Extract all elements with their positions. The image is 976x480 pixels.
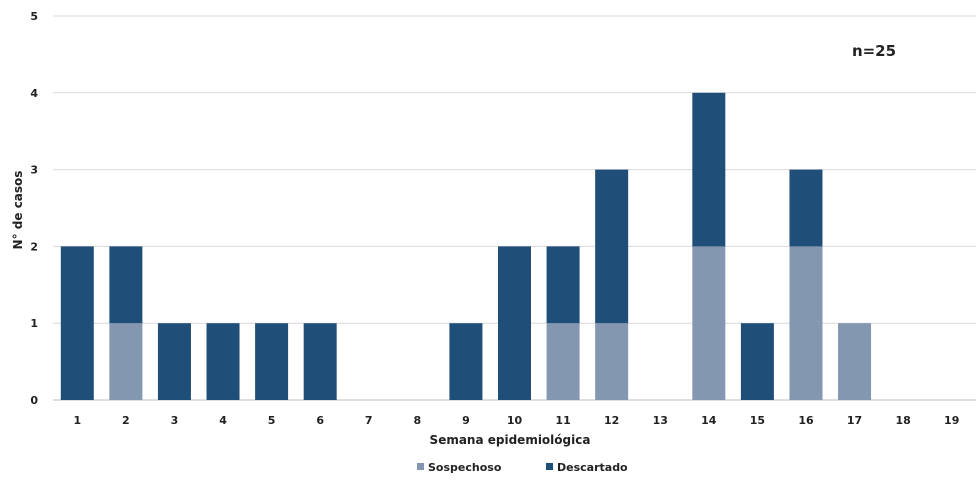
x-tick-label: 14 (701, 414, 717, 427)
y-tick-label: 3 (30, 164, 38, 177)
bar-sospechoso-week-17 (838, 323, 872, 400)
bars (60, 92, 872, 400)
x-tick-labels: 1 2 3 4 5 6 7 8 9 10 11 12 13 14 15 16 17 18 19 (73, 414, 959, 427)
x-tick-label: 10 (507, 414, 523, 427)
x-tick-label: 9 (462, 414, 470, 427)
x-tick-label: 19 (944, 414, 959, 427)
legend-label-sospechoso: Sospechoso (428, 461, 502, 474)
x-tick-label: 7 (365, 414, 373, 427)
y-tick-label: 2 (30, 240, 38, 253)
bar-descartado-week-12 (595, 169, 629, 324)
x-tick-label: 4 (219, 414, 227, 427)
x-tick-label: 16 (798, 414, 814, 427)
x-tick-label: 17 (847, 414, 862, 427)
y-tick-labels: 0 1 2 3 4 5 (30, 10, 38, 407)
bar-descartado-week-2 (109, 246, 143, 324)
x-tick-label: 6 (316, 414, 324, 427)
bar-descartado-week-6 (303, 323, 337, 400)
bar-descartado-week-16 (789, 169, 823, 247)
bar-descartado-week-11 (546, 246, 580, 324)
legend-label-descartado: Descartado (557, 461, 628, 474)
x-tick-label: 3 (171, 414, 179, 427)
y-tick-label: 0 (30, 394, 38, 407)
x-tick-label: 11 (555, 414, 570, 427)
x-tick-label: 12 (604, 414, 619, 427)
legend: Sospechoso Descartado (417, 461, 628, 474)
bar-descartado-week-14 (692, 92, 726, 247)
y-tick-label: 1 (30, 317, 38, 330)
bar-descartado-week-1 (60, 246, 94, 400)
bar-descartado-week-4 (206, 323, 240, 400)
y-axis-label: N° de casos (11, 171, 25, 250)
sample-size-annotation: n=25 (852, 42, 896, 60)
bar-descartado-week-10 (498, 246, 531, 400)
y-tick-label: 4 (30, 87, 38, 100)
x-tick-label: 2 (122, 414, 130, 427)
x-tick-label: 18 (895, 414, 910, 427)
y-tick-label: 5 (30, 10, 38, 23)
bar-descartado-week-15 (740, 323, 774, 400)
x-axis-label: Semana epidemiológica (430, 433, 591, 447)
bar-descartado-week-5 (255, 323, 289, 400)
bar-sospechoso-week-2 (109, 323, 143, 400)
bar-sospechoso-week-14 (692, 246, 726, 400)
x-tick-label: 15 (750, 414, 765, 427)
legend-swatch-sospechoso (417, 463, 424, 470)
bar-sospechoso-week-11 (546, 323, 580, 400)
bar-sospechoso-week-16 (789, 246, 823, 400)
bar-descartado-week-3 (157, 323, 191, 400)
x-tick-label: 1 (73, 414, 81, 427)
x-tick-label: 13 (653, 414, 668, 427)
x-tick-label: 5 (268, 414, 276, 427)
legend-swatch-descartado (546, 463, 553, 470)
x-tick-label: 8 (414, 414, 422, 427)
bar-sospechoso-week-12 (595, 323, 629, 400)
bar-descartado-week-9 (449, 323, 483, 400)
